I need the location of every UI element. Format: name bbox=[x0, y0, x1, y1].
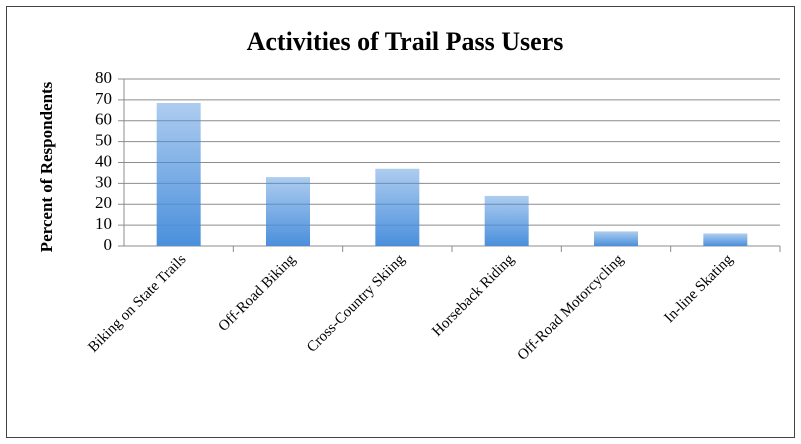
y-tick-label: 0 bbox=[104, 235, 113, 254]
y-tick-label: 50 bbox=[95, 131, 112, 150]
y-tick-label: 80 bbox=[95, 68, 112, 87]
bar bbox=[484, 195, 529, 246]
y-tick-label: 20 bbox=[95, 193, 112, 212]
y-tick-label: 70 bbox=[95, 89, 112, 108]
y-tick-label: 60 bbox=[95, 110, 112, 129]
y-tick-label: 40 bbox=[95, 151, 112, 170]
bar bbox=[375, 168, 420, 246]
y-tick-label: 30 bbox=[95, 172, 112, 191]
bar bbox=[703, 233, 748, 246]
bar bbox=[156, 103, 201, 246]
y-axis-label: Percent of Respondents bbox=[37, 81, 56, 252]
y-tick-label: 10 bbox=[95, 214, 112, 233]
bar bbox=[594, 231, 638, 246]
bar bbox=[266, 177, 310, 246]
chart-title: Activities of Trail Pass Users bbox=[247, 27, 564, 56]
